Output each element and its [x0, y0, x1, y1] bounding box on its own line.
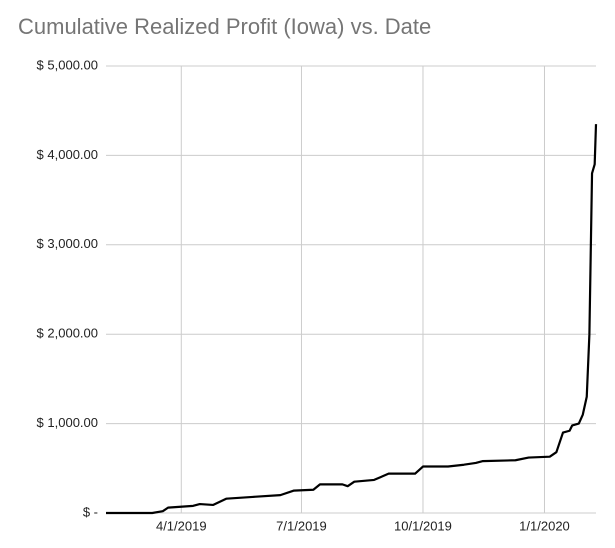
x-tick-label: 1/1/2020: [519, 518, 570, 533]
y-tick-label: $ -: [83, 504, 98, 519]
y-tick-label: $ 1,000.00: [37, 415, 98, 430]
y-tick-label: $ 3,000.00: [37, 236, 98, 251]
data-line: [106, 124, 598, 515]
x-tick-label: 7/1/2019: [276, 518, 327, 533]
chart-title: Cumulative Realized Profit (Iowa) vs. Da…: [18, 14, 431, 39]
y-tick-label: $ 5,000.00: [37, 57, 98, 72]
x-tick-label: 10/1/2019: [394, 518, 452, 533]
y-tick-label: $ 4,000.00: [37, 147, 98, 162]
x-tick-label: 4/1/2019: [156, 518, 207, 533]
y-tick-label: $ 2,000.00: [37, 326, 98, 341]
